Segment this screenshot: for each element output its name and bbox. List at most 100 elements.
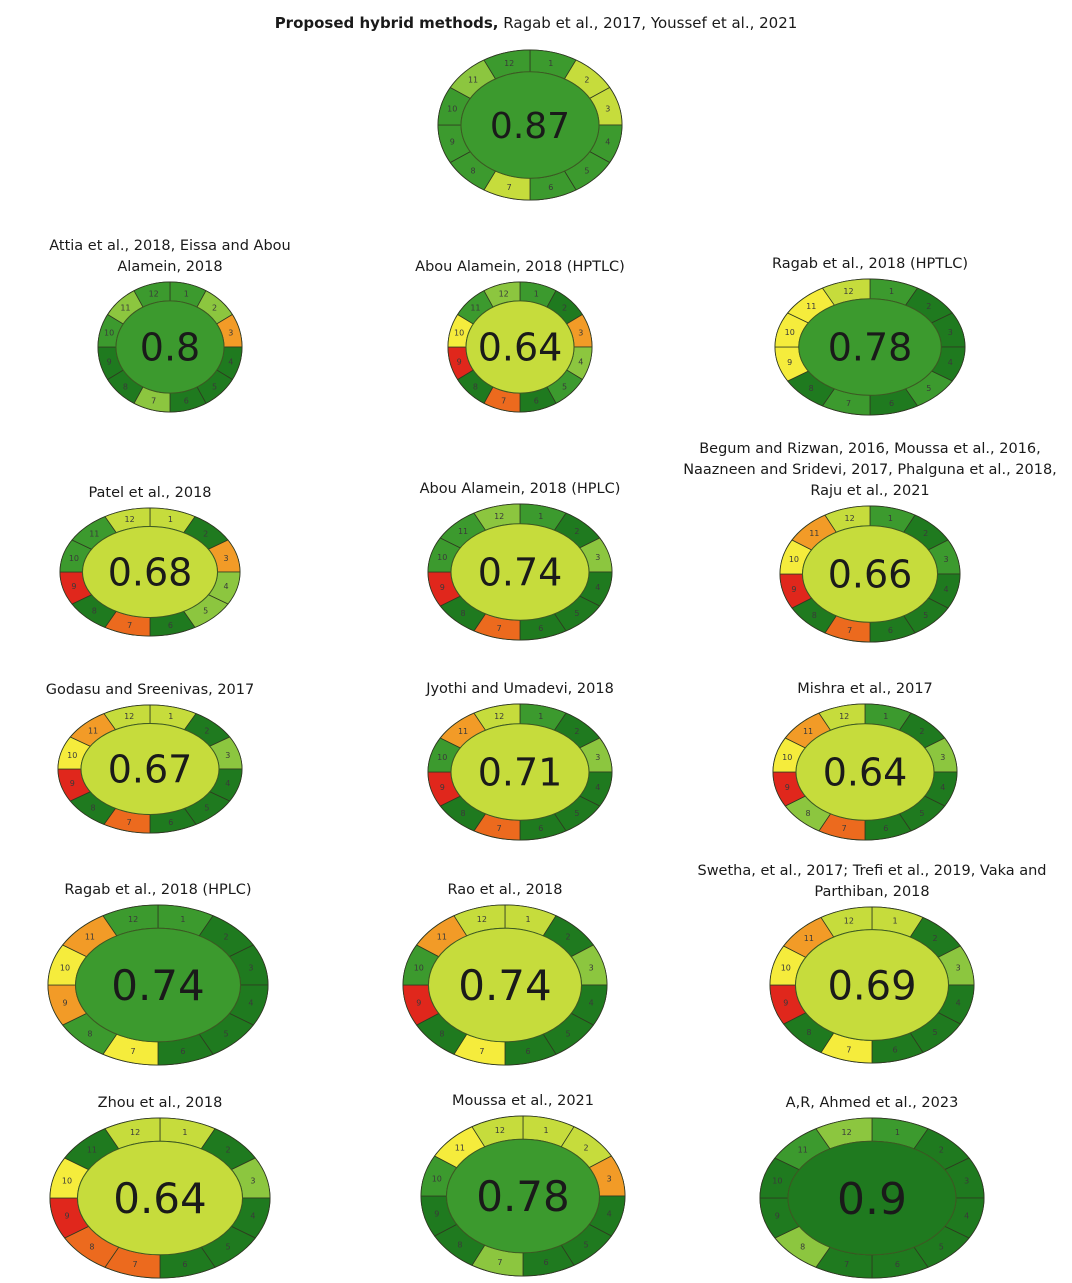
segment-number: 7 — [844, 1260, 849, 1269]
pictogram-zhou: Zhou et al., 2018 1 2 3 4 5 6 7 8 9 10 11 12 0.64 — [20, 1095, 300, 1280]
segment-number: 6 — [893, 1045, 898, 1054]
segment-number: 3 — [224, 554, 229, 563]
pictogram-label: Swetha, et al., 2017; Trefi et al., 2019… — [697, 863, 1047, 900]
segment-number: 9 — [62, 999, 67, 1008]
pictogram-label: Mishra et al., 2017 — [797, 681, 933, 697]
segment-number: 12 — [499, 289, 509, 298]
segment-number: 10 — [432, 1174, 442, 1183]
segment-number: 7 — [497, 1258, 502, 1267]
segment-number: 2 — [923, 529, 928, 538]
overall-score: 0.78 — [828, 326, 913, 370]
segment-number: 12 — [504, 59, 514, 68]
pictogram-label: Ragab et al., 2018 (HPTLC) — [771, 256, 969, 272]
segment-number: 4 — [228, 357, 233, 366]
segment-number: 4 — [944, 585, 949, 594]
segment-number: 4 — [940, 783, 945, 792]
segment-number: 10 — [789, 555, 799, 564]
pictogram-rao: Rao et al., 2018 1 2 3 4 5 6 7 8 9 10 11 12 0.74 — [365, 882, 645, 1067]
segment-number: 2 — [566, 933, 571, 942]
pictogram-center — [465, 300, 575, 394]
segment-number: 2 — [204, 726, 209, 735]
segment-number: 12 — [495, 1126, 505, 1135]
pictogram-label: Begum and Rizwan, 2016, Moussa et al., 2… — [683, 441, 1057, 499]
segment-number: 5 — [562, 382, 567, 391]
segment-number: 7 — [127, 818, 132, 827]
segment-number: 10 — [69, 554, 79, 563]
pictogram-label: Ragab et al., 2018 (HPLC) — [64, 882, 252, 898]
segment-number: 11 — [88, 726, 98, 735]
segment-number: 3 — [948, 328, 953, 337]
segment-number: 9 — [434, 1210, 439, 1219]
segment-number: 7 — [842, 824, 847, 833]
segment-number: 8 — [809, 384, 814, 393]
pictogram-swetha: Swetha, et al., 2017; Trefi et al., 2019… — [697, 863, 1047, 1065]
segment-number: 9 — [457, 357, 462, 366]
segment-number: 3 — [944, 555, 949, 564]
segment-number: 3 — [956, 964, 961, 973]
segment-number: 4 — [248, 999, 253, 1008]
segment-number: 11 — [87, 1146, 97, 1155]
segment-number: 10 — [60, 963, 70, 972]
pictogram-center — [450, 523, 590, 621]
segment-number: 2 — [562, 304, 567, 313]
segment-number: 3 — [248, 963, 253, 972]
overall-score: 0.64 — [113, 1174, 207, 1223]
segment-number: 3 — [607, 1174, 612, 1183]
segment-number: 9 — [783, 998, 788, 1007]
overall-score: 0.67 — [108, 748, 193, 792]
segment-number: 4 — [250, 1212, 255, 1221]
pictogram-center — [802, 525, 938, 623]
pictogram-center — [115, 300, 225, 394]
segment-number: 1 — [538, 512, 543, 521]
segment-number: 4 — [595, 783, 600, 792]
pictogram-label: Rao et al., 2018 — [447, 882, 563, 898]
segment-number: 12 — [125, 515, 135, 524]
segment-number: 8 — [473, 382, 478, 391]
segment-number: 2 — [933, 934, 938, 943]
segment-number: 9 — [785, 783, 790, 792]
segment-number: 1 — [538, 712, 543, 721]
segment-number: 1 — [544, 1126, 549, 1135]
segment-number: 11 — [804, 934, 814, 943]
pictogram-abou-hptlc: Abou Alamein, 2018 (HPTLC) 1 2 3 4 5 6 7 8 9 10 11 1… — [380, 259, 660, 414]
segment-number: 12 — [128, 915, 138, 924]
segment-number: 6 — [883, 824, 888, 833]
segment-number: 8 — [457, 1240, 462, 1249]
pictogram-label: Abou Alamein, 2018 (HPTLC) — [415, 259, 625, 275]
overall-score: 0.9 — [837, 1174, 907, 1225]
segment-number: 8 — [806, 809, 811, 818]
pictogram-ragab-hplc: Ragab et al., 2018 (HPLC) 1 2 3 4 5 6 7 8 9 10 11 12… — [18, 882, 298, 1067]
segment-number: 11 — [809, 529, 819, 538]
segment-number: 9 — [416, 999, 421, 1008]
segment-number: 4 — [964, 1212, 969, 1221]
segment-number: 3 — [225, 751, 230, 760]
segment-number: 3 — [605, 104, 610, 113]
segment-number: 5 — [204, 804, 209, 813]
segment-number: 6 — [168, 621, 173, 630]
segment-number: 6 — [180, 1047, 185, 1056]
segment-number: 10 — [437, 753, 447, 762]
segment-number: 8 — [123, 382, 128, 391]
segment-number: 8 — [439, 1029, 444, 1038]
segment-number: 5 — [203, 607, 208, 616]
segment-number: 8 — [91, 804, 96, 813]
segment-number: 10 — [414, 963, 424, 972]
pictogram-patel: Patel et al., 2018 1 2 3 4 5 6 7 8 9 10 11 12 0.68 — [10, 485, 290, 638]
segment-number: 1 — [888, 514, 893, 523]
pictogram-center — [795, 723, 935, 821]
overall-score: 0.8 — [140, 326, 200, 370]
segment-number: 9 — [791, 585, 796, 594]
pictogram-mishra: Mishra et al., 2017 1 2 3 4 5 6 7 8 9 10 11 12 0.64 — [725, 681, 1005, 842]
segment-number: 7 — [497, 624, 502, 633]
segment-number: 7 — [133, 1260, 138, 1269]
segment-number: 12 — [844, 917, 854, 926]
pictogram-label: Godasu and Sreenivas, 2017 — [45, 682, 255, 698]
segment-number: 11 — [120, 304, 130, 313]
segment-number: 11 — [458, 527, 468, 536]
pictogram-center — [787, 1140, 957, 1256]
